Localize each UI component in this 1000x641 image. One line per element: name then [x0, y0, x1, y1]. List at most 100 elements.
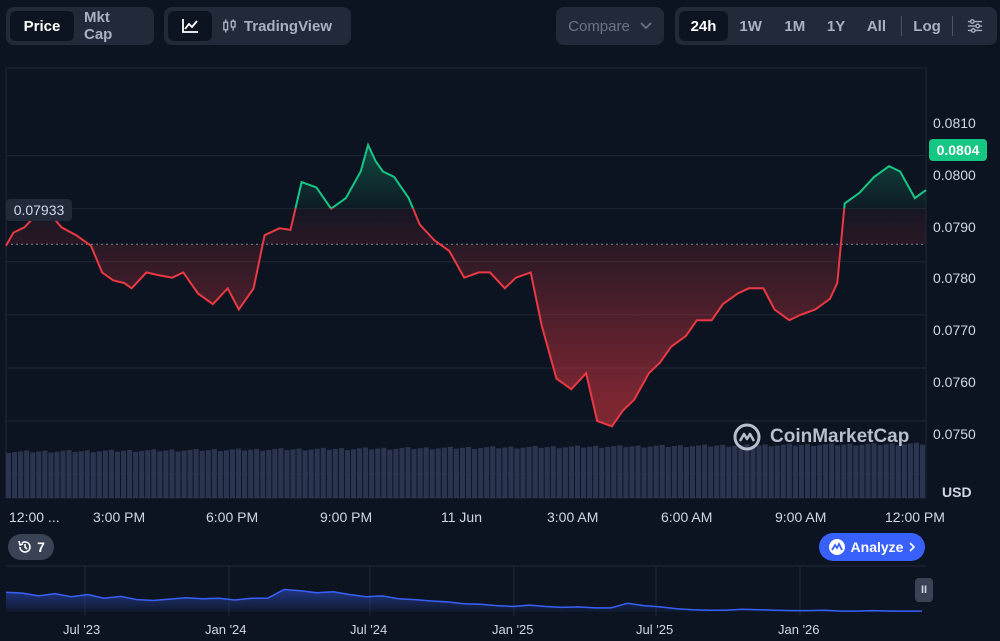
volume-bar: [671, 446, 677, 498]
volume-bar: [30, 452, 36, 498]
volume-bar: [272, 449, 278, 498]
settings-button[interactable]: [957, 11, 993, 41]
volume-bar: [780, 444, 786, 498]
overview-drag-handle[interactable]: II: [915, 578, 933, 602]
volume-bar: [187, 449, 193, 498]
volume-bar: [683, 447, 689, 498]
range-1w[interactable]: 1W: [739, 17, 762, 35]
volume-bar: [804, 444, 810, 498]
overview-tick-label: Jan '26: [778, 622, 820, 637]
volume-bar: [641, 447, 647, 498]
tab-price[interactable]: Price: [10, 11, 74, 41]
x-tick-label: 11 Jun: [441, 509, 482, 525]
volume-bar: [817, 445, 823, 498]
history-button[interactable]: 7: [8, 534, 54, 560]
volume-bar: [750, 446, 756, 498]
volume-bar: [689, 446, 695, 498]
volume-bar: [623, 447, 629, 498]
volume-bar: [520, 447, 526, 498]
volume-bar: [593, 445, 599, 498]
volume-bar: [453, 448, 459, 498]
volume-bar: [151, 449, 157, 498]
volume-bar: [883, 444, 889, 498]
volume-bar: [54, 451, 60, 498]
tab-market-cap[interactable]: Mkt Cap: [84, 9, 113, 43]
volume-bar: [411, 449, 417, 498]
x-tick-label: 9:00 AM: [775, 509, 827, 525]
volume-bar: [792, 445, 798, 498]
volume-bar: [611, 446, 617, 498]
x-tick-label: 3:00 PM: [93, 509, 146, 525]
chart-toolbar: Price Mkt Cap TradingView Compare: [0, 7, 1000, 47]
log-scale-button[interactable]: Log: [913, 17, 941, 35]
volume-bar: [60, 450, 66, 498]
volume-bar: [24, 450, 30, 498]
volume-bar: [466, 447, 472, 498]
volume-bar: [811, 446, 817, 498]
volume-bar: [254, 448, 260, 498]
volume-bar: [145, 450, 151, 498]
volume-bar: [889, 443, 895, 498]
volume-bar: [199, 450, 205, 498]
volume-bar: [96, 451, 102, 498]
volume-bar: [108, 449, 114, 498]
range-1m[interactable]: 1M: [784, 17, 806, 35]
volume-bar: [720, 444, 726, 498]
volume-bar: [786, 443, 792, 498]
volume-bar: [284, 450, 290, 498]
volume-bar: [774, 445, 780, 498]
volume-bar: [369, 449, 375, 498]
volume-bar: [90, 452, 96, 498]
brand-label: CoinMarketCap: [770, 426, 910, 447]
volume-bar: [351, 449, 357, 498]
compare-dropdown[interactable]: Compare: [556, 7, 664, 45]
toolbar-divider: [901, 16, 903, 36]
volume-bar: [429, 449, 435, 498]
volume-bar: [260, 450, 266, 498]
range-all[interactable]: All: [866, 17, 886, 35]
range-24h[interactable]: 24h: [679, 11, 729, 41]
history-icon: [18, 540, 31, 553]
volume-bar: [502, 447, 508, 498]
volume-bar: [375, 448, 381, 498]
range-1y[interactable]: 1Y: [826, 17, 846, 35]
currency-label: USD: [942, 484, 972, 500]
volume-bar: [242, 450, 248, 498]
volume-bar: [574, 445, 580, 498]
chevron-right-icon: [909, 542, 916, 552]
volume-bar: [901, 444, 907, 498]
overview-tick-label: Jul '23: [63, 622, 101, 637]
y-tick-label: 0.0750: [933, 426, 976, 442]
volume-bar: [133, 451, 139, 498]
volume-bar: [169, 449, 175, 498]
volume-bar: [696, 445, 702, 498]
volume-bar: [859, 444, 865, 498]
volume-bar: [326, 449, 332, 498]
analyze-label: Analyze: [850, 539, 904, 555]
volume-bar: [617, 445, 623, 498]
tradingview-button[interactable]: TradingView: [212, 11, 342, 41]
x-tick-label: 9:00 PM: [320, 509, 373, 525]
line-chart-button[interactable]: [168, 11, 212, 41]
volume-bar: [919, 444, 925, 498]
current-price-tag: 0.0804: [929, 139, 987, 161]
volume-bar: [550, 446, 556, 498]
volume-bar: [229, 449, 235, 498]
volume-bar: [581, 447, 587, 498]
analyze-button[interactable]: Analyze: [819, 533, 925, 561]
volume-bar: [78, 451, 84, 498]
x-tick-label: 12:00 ...: [9, 509, 60, 525]
x-tick-label: 6:00 AM: [661, 509, 713, 525]
volume-bar: [756, 445, 762, 498]
volume-bar: [121, 450, 127, 498]
volume-bar: [42, 450, 48, 498]
volume-bar: [562, 447, 568, 498]
toolbar-divider: [952, 16, 953, 36]
overview-tick-label: Jul '25: [636, 622, 674, 637]
volume-bar: [320, 447, 326, 498]
volume-bar: [762, 444, 768, 498]
volume-bar: [665, 446, 671, 498]
y-tick-label: 0.0800: [933, 167, 976, 183]
volume-bar: [157, 451, 163, 498]
